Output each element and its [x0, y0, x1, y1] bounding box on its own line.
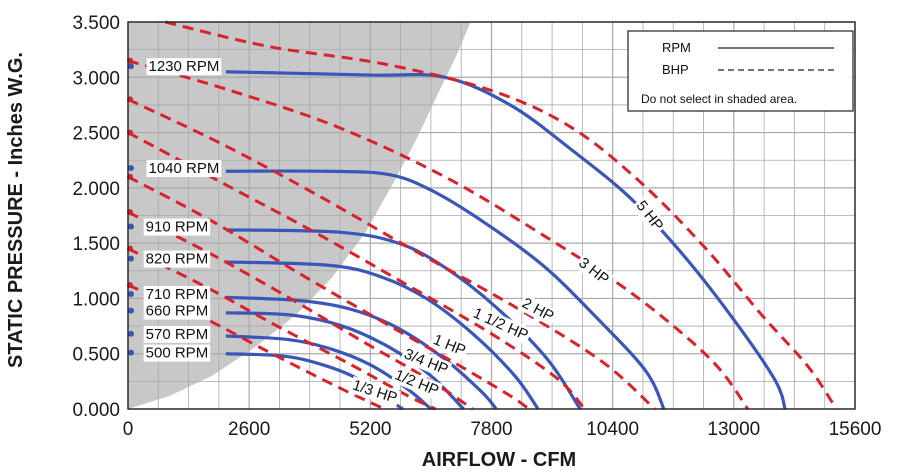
rpm-line-820-rpm — [225, 260, 540, 410]
rpm-marker-710-rpm — [128, 291, 134, 298]
legend: RPM BHP Do not select in shaded area. — [627, 30, 854, 112]
rpm-label-1230-rpm: 1230 RPM — [148, 58, 219, 75]
bhp-line-1-1-2-hp — [127, 131, 586, 411]
hp-label-bg-3-hp — [573, 252, 614, 290]
rpm-line-910-rpm — [225, 228, 582, 410]
y-tick-label: 2.000 — [72, 179, 120, 200]
y-tick-label: 3.500 — [72, 13, 120, 34]
rpm-marker-570-rpm — [128, 330, 134, 337]
rpm-line-660-rpm — [225, 311, 465, 411]
rpm-label-820-rpm: 820 RPM — [146, 251, 209, 268]
hp-label-bg-3-4-hp — [399, 344, 453, 380]
y-tick-label: 0.500 — [72, 345, 120, 366]
rpm-line-1230-rpm — [225, 70, 787, 410]
rpm-label-bg-500-rpm — [143, 344, 211, 362]
hp-label-bg-1-3-hp — [348, 375, 402, 408]
rpm-marker-660-rpm — [128, 307, 134, 314]
legend-box — [627, 30, 854, 112]
y-tick-label: 1.000 — [72, 289, 120, 310]
rpm-label-570-rpm: 570 RPM — [146, 326, 209, 343]
bhp-line-3-4-hp — [127, 210, 474, 411]
rpm-label-bg-820-rpm — [143, 250, 211, 268]
rpm-marker-910-rpm — [128, 223, 134, 230]
rpm-line-1040-rpm — [225, 169, 666, 410]
rpm-label-660-rpm: 660 RPM — [146, 303, 209, 320]
rpm-line-570-rpm — [225, 334, 432, 411]
legend-bhp-label: BHP — [662, 62, 689, 77]
y-axis-title: STATIC PRESSURE - Inches W.G. — [5, 52, 27, 368]
rpm-marker-1040-rpm — [128, 164, 134, 171]
plot-frame — [127, 21, 856, 410]
rpm-label-bg-1040-rpm — [146, 159, 222, 177]
rpm-marker-820-rpm — [128, 255, 134, 262]
hp-label-bg-1-1-2-hp — [468, 303, 533, 345]
rpm-label-bg-570-rpm — [143, 325, 211, 343]
rpm-marker-1230-rpm — [128, 63, 134, 70]
hp-label-bg-5-hp — [631, 195, 668, 236]
bhp-line-3-hp — [127, 59, 750, 410]
x-tick-label: 7800 — [470, 419, 512, 440]
rpm-label-500-rpm: 500 RPM — [146, 345, 209, 362]
y-tick-label: 1.500 — [72, 234, 120, 255]
x-tick-label: 2600 — [228, 419, 270, 440]
y-tick-label: 0.000 — [72, 400, 120, 421]
rpm-label-bg-910-rpm — [143, 218, 211, 236]
y-tick-label: 2.500 — [72, 124, 120, 145]
series-layer — [127, 20, 838, 411]
rpm-label-bg-710-rpm — [143, 286, 211, 304]
rpm-label-1040-rpm: 1040 RPM — [148, 160, 219, 177]
x-tick-label: 13000 — [707, 419, 760, 440]
rpm-label-910-rpm: 910 RPM — [146, 219, 209, 236]
hp-label-1-hp: 1 HP — [431, 331, 468, 359]
x-tick-label: 15600 — [829, 419, 882, 440]
rpm-marker-500-rpm — [128, 349, 134, 356]
rpm-label-710-rpm: 710 RPM — [146, 286, 209, 303]
rpm-label-bg-1230-rpm — [146, 58, 222, 76]
x-tick-label: 0 — [123, 419, 134, 440]
x-tick-label: 10400 — [586, 419, 639, 440]
bhp-line-1-hp — [127, 175, 530, 411]
axis-layer: 0 2600 5200 7800 10400 13000 15600 0.000 0.500 1.… — [72, 13, 881, 440]
rpm-label-bg-660-rpm — [143, 302, 211, 320]
x-tick-label: 5200 — [349, 419, 391, 440]
y-tick-label: 3.000 — [72, 68, 120, 89]
hp-label-bg-1-2-hp — [390, 365, 444, 401]
x-axis-title: AIRFLOW - CFM — [422, 449, 576, 471]
hp-label-bg-2-hp — [517, 293, 559, 327]
rpm-line-710-rpm — [225, 295, 498, 411]
bhp-line-1-3-hp — [127, 283, 385, 411]
legend-rpm-label: RPM — [662, 40, 691, 55]
hp-label-bg-1-hp — [428, 330, 470, 361]
bhp-line-5-hp — [164, 20, 838, 410]
bhp-line-1-2-hp — [127, 247, 437, 411]
legend-note: Do not select in shaded area. — [641, 92, 797, 106]
hp-label-2-hp: 2 HP — [519, 295, 556, 326]
